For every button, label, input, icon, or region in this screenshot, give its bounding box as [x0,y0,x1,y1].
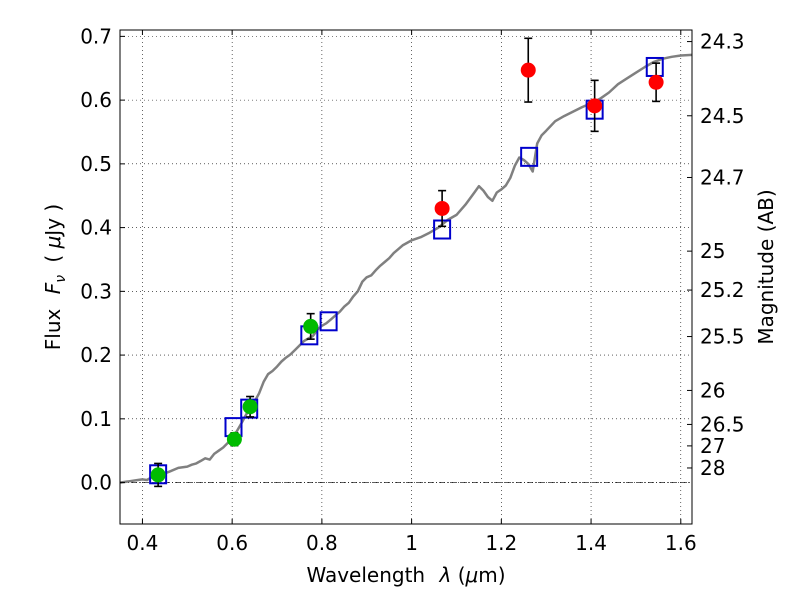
model-photometry-markers [149,56,664,485]
y2-axis-label: Magnitude (AB) [754,189,778,344]
y2-tick-label: 24.7 [700,165,745,189]
x-axis-label-unit-close: m) [478,563,505,587]
y-tick-label: 0.6 [80,88,112,112]
y-axis-label-text: Flux [41,308,65,350]
y2-tick-label: 27 [700,434,725,458]
x-tick-label: 0.6 [216,531,248,555]
y2-tick-label: 24.3 [700,30,745,54]
y-tick-label: 0.1 [80,407,112,431]
observed-photometry-point [434,200,450,216]
x-tick-label: 1 [405,531,418,555]
y-tick-label: 0.5 [80,152,112,176]
observed-photometry-point [587,98,603,114]
observed-photometry-markers [150,37,664,488]
observed-photometry-point [150,467,166,483]
x-axis-label-text: Wavelength [306,563,425,587]
observed-photometry-point [303,318,319,334]
y-axis-label-symbol: F [41,282,65,294]
y-axis-label: Flux Fν ( μJy ) [41,204,70,350]
x-tick-label: 0.8 [306,531,338,555]
x-axis-label-symbol: λ [438,563,451,587]
y-tick-label: 0.4 [80,216,112,240]
y-tick-label: 0.7 [80,24,112,48]
observed-photometry-point [226,431,242,447]
observed-photometry-point [242,399,258,415]
model-photometry-square [520,146,539,167]
y-axis-ticks: 0.0 0.1 0.2 0.3 0.4 0.5 0.6 0.7 [80,24,125,495]
y-axis-label-unit-close: Jy ) [41,204,65,238]
y2-tick-label: 25.5 [700,325,745,349]
y-tick-label: 0.0 [80,471,112,495]
y2-tick-label: 26 [700,378,725,402]
y2-tick-label: 25.2 [700,278,745,302]
y-tick-label: 0.2 [80,343,112,367]
x-tick-label: 0.4 [127,531,159,555]
observed-photometry-point [648,74,664,90]
x-axis-label-unit-open: ( [458,563,466,587]
x-axis-label-unit-mu: μ [465,563,479,587]
model-spectrum-line [119,53,693,484]
observed-photometry-point [520,62,536,78]
model-photometry-square [319,311,338,332]
y2-tick-label: 28 [700,456,725,480]
model-spectrum [119,53,693,484]
y2-tick-label: 24.5 [700,104,745,128]
x-axis-ticks: 0.4 0.6 0.8 1 1.2 1.4 1.6 [127,30,697,555]
y2-tick-label: 26.5 [700,412,745,436]
x-tick-label: 1.6 [665,531,697,555]
x-tick-label: 1.4 [575,531,607,555]
x-tick-label: 1.2 [485,531,517,555]
x-axis-label: Wavelength λ (μm) [306,563,505,587]
y-axis-label-subscript: ν [53,275,69,283]
y2-tick-label: 25 [700,239,725,263]
grid [120,30,692,524]
y-axis-label-unit-open: ( [41,248,65,262]
y-tick-label: 0.3 [80,279,112,303]
plot-frame [119,29,693,525]
y-axis-label-unit-mu: μ [41,236,65,250]
